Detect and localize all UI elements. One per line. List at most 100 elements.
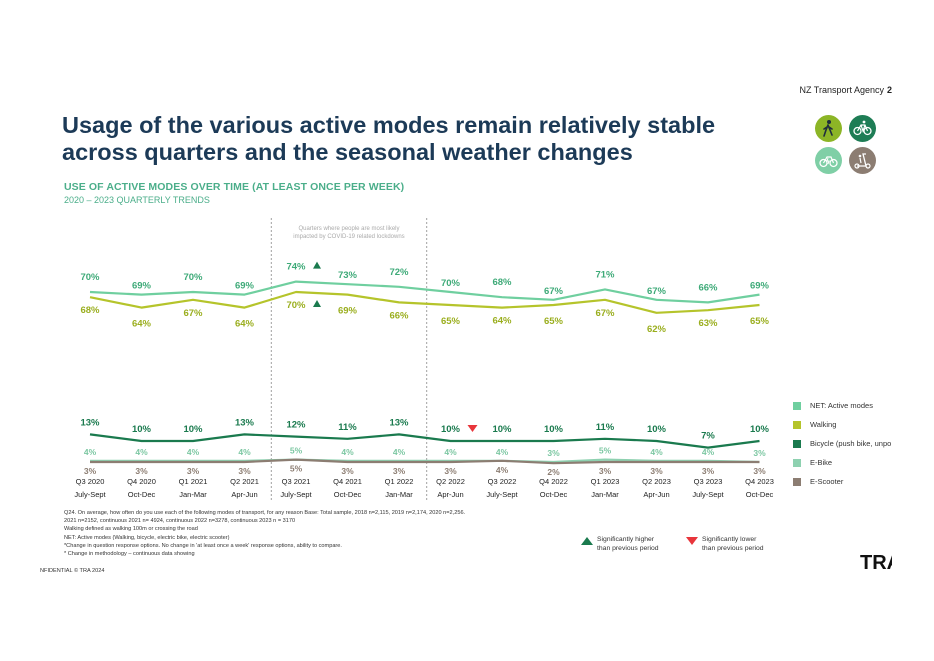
data-label: 3% [547,448,560,458]
x-tick-sublabel: July-Sept [74,490,106,499]
series-line-0 [89,280,760,304]
data-label: 62% [647,324,667,335]
data-label: 12% [286,420,306,431]
legend-item: Bicycle (push bike, unpo [793,434,891,453]
data-label: 71% [595,269,615,280]
x-tick-sublabel: Apr-Jun [231,490,257,499]
data-label: 11% [596,422,615,433]
footnote-line: * Change in methodology – continuous dat… [64,551,195,558]
data-label: 13% [80,417,100,428]
x-tick-label: Q3 2020 [76,477,105,486]
data-label: 67% [595,308,615,319]
data-label: 13% [235,417,255,428]
data-label: 67% [183,308,203,319]
data-label: 72% [389,267,409,278]
legend-item: E-Bike [793,453,891,472]
data-label: 4% [496,447,509,457]
data-label: 3% [702,466,715,476]
page-title: Usage of the various active modes remain… [62,112,802,166]
data-label: 66% [698,282,718,293]
legend-label: NET: Active modes [810,401,873,410]
data-label: 4% [702,447,715,457]
data-label: 70% [183,272,203,283]
covid-note-line-2: impacted by COVID-19 related lockdowns [293,234,404,240]
legend-swatch [793,401,801,410]
x-tick-label: Q1 2023 [591,477,620,486]
tra-logo: TRA [860,552,892,574]
data-label: 4% [393,447,406,457]
data-label: 10% [183,424,203,435]
data-label: 3% [599,466,612,476]
x-tick-label: Q1 2021 [179,477,208,486]
data-label: 73% [338,270,358,281]
e-scooter-icon [849,147,876,174]
legend-label: E-Bike [810,458,833,467]
legend-swatch [793,458,801,467]
legend-item: NET: Active modes [793,396,891,415]
data-label: 68% [492,277,512,288]
covid-note-line-1: Quarters where people are most likely [298,226,399,232]
legend-swatch [793,439,801,448]
data-label: 3% [238,466,251,476]
data-label: 10% [647,424,667,435]
data-label: 69% [235,281,255,292]
data-label: 70% [286,300,306,311]
significant-higher-icon [581,537,593,545]
data-label: 3% [135,466,148,476]
data-label: 64% [132,319,152,330]
title-line-1: Usage of the various active modes remain… [62,112,716,138]
data-label: 70% [441,278,461,289]
data-label: 65% [441,316,461,327]
data-label: 70% [80,272,100,283]
data-label: 68% [80,305,100,316]
data-label: 63% [698,318,718,329]
x-tick-sublabel: Oct-Dec [540,490,568,499]
significant-lower-icon [686,537,698,545]
data-label: 69% [132,281,152,292]
legend-label: Walking [810,420,837,429]
data-label: 7% [701,431,715,442]
x-tick-label: Q4 2023 [745,477,774,486]
footnote: Q24. On average, how often do you use ea… [64,509,624,558]
data-label: 3% [341,466,354,476]
chart-subtitle-2: 2020 – 2023 QUARTERLY TRENDS [64,195,210,205]
data-label: 5% [290,446,303,456]
chart-subtitle: USE OF ACTIVE MODES OVER TIME (AT LEAST … [64,181,405,193]
legend-item: E-Scooter [793,472,891,491]
data-label: 4% [650,447,663,457]
brand-name: NZ Transport Agency [799,85,884,95]
footnote-line: *Change in question response options. No… [64,542,342,549]
x-tick-label: Q4 2020 [127,477,156,486]
data-label: 64% [492,316,512,327]
x-tick-label: Q2 2022 [436,477,465,486]
x-tick-label: Q3 2023 [694,477,723,486]
data-label: 5% [290,464,303,474]
data-label: 3% [187,466,200,476]
significant-lower-label: Significantly lower than previous period [702,536,764,552]
title-line-2: across quarters and the seasonal weather… [62,139,633,165]
data-label: 66% [389,310,409,321]
data-label: 67% [544,286,564,297]
data-label: 4% [444,447,457,457]
x-tick-sublabel: Jan-Mar [591,490,619,499]
data-label: 3% [444,466,457,476]
x-tick-label: Q2 2021 [230,477,259,486]
significant-higher-marker [313,300,321,307]
series-line-1 [89,290,760,314]
data-label: 11% [338,422,357,433]
data-label: 2% [547,467,560,477]
data-label: 10% [750,424,770,435]
legend-swatch [793,420,801,429]
legend-label: Bicycle (push bike, unpo [810,439,892,448]
data-label: 69% [750,281,770,292]
data-label: 4% [84,447,97,457]
data-label: 10% [544,424,564,435]
series-line-2 [89,433,760,449]
x-tick-sublabel: Apr-Jun [643,490,669,499]
data-label: 5% [599,446,612,456]
e-bike-icon [815,147,842,174]
data-label: 3% [84,466,97,476]
legend-label: E-Scooter [810,477,844,486]
legend-item: Walking [793,415,891,434]
